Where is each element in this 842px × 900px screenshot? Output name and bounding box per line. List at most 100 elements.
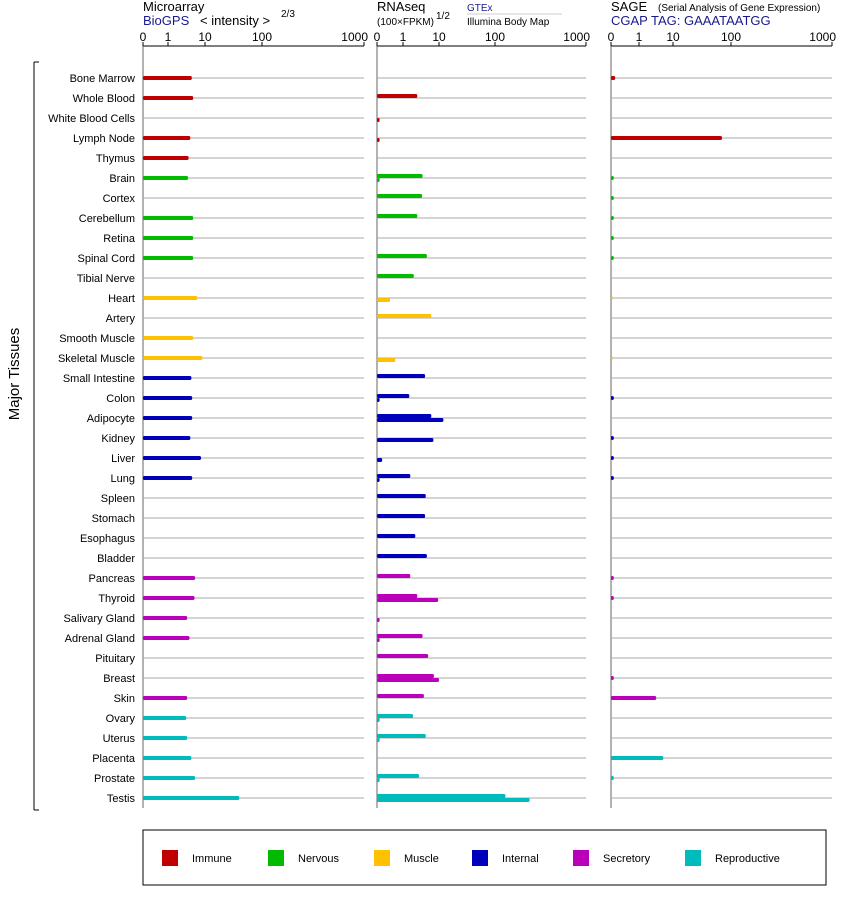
tissue-label: Spinal Cord (78, 253, 135, 265)
bar-microarray (143, 296, 198, 300)
scale-exponent: 2/3 (281, 9, 295, 20)
tissue-label: Skin (114, 693, 135, 705)
bar-microarray (143, 756, 192, 760)
bar-sage (611, 756, 664, 760)
tissue-label: Placenta (92, 753, 136, 765)
tissue-label: Artery (106, 313, 136, 325)
source-illumina: Illumina Body Map (467, 17, 550, 28)
tissue-label: Small Intestine (63, 373, 135, 385)
tissue-label: Smooth Muscle (59, 333, 135, 345)
tissue-label: Bladder (97, 553, 135, 565)
bar-microarray (143, 156, 189, 160)
bar-rnaseq-gtex (377, 374, 426, 378)
tissue-label: Stomach (92, 513, 135, 525)
tissue-label: Pituitary (95, 653, 135, 665)
bar-rnaseq-illumina (377, 298, 390, 302)
bar-microarray (143, 716, 187, 720)
bar-rnaseq-illumina (377, 778, 380, 782)
bar-rnaseq-gtex (377, 654, 429, 658)
bar-sage (611, 776, 614, 780)
y-axis-bracket (33, 61, 39, 811)
bar-rnaseq-gtex (377, 414, 432, 418)
bar-microarray (143, 636, 190, 640)
bar-rnaseq-gtex (377, 794, 506, 798)
tissue-label: Lymph Node (73, 133, 135, 145)
bar-rnaseq-gtex (377, 254, 427, 258)
bar-rnaseq-illumina (377, 678, 439, 682)
tissue-label: Pancreas (89, 573, 136, 585)
bar-rnaseq-gtex (377, 394, 410, 398)
panel-header-rnaseq: RNAseq (100×FPKM) 1/2 GTEx Illumina Body… (377, 0, 562, 28)
bar-rnaseq-gtex (377, 474, 411, 478)
y-axis-label: Major Tissues (6, 328, 23, 421)
bar-rnaseq-gtex (377, 314, 432, 318)
tick-label: 10 (198, 30, 212, 44)
bar-rnaseq-illumina (377, 118, 380, 122)
tick-label: 0 (374, 30, 381, 44)
tissue-label: Tibial Nerve (77, 273, 135, 285)
bar-rnaseq-gtex (377, 694, 424, 698)
legend-label: Muscle (404, 853, 439, 865)
bar-rnaseq-gtex (377, 194, 423, 198)
tissue-label: Adrenal Gland (65, 633, 135, 645)
bar-microarray (143, 76, 192, 80)
legend-swatch (472, 850, 488, 866)
bar-sage (611, 576, 614, 580)
bar-microarray (143, 576, 196, 580)
bar-sage (611, 296, 613, 300)
bar-microarray (143, 696, 188, 700)
bar-sage (611, 196, 614, 200)
bar-rnaseq-gtex (377, 214, 418, 218)
scale-exponent: 1/2 (436, 11, 450, 22)
bar-rnaseq-gtex (377, 714, 413, 718)
bar-sage (611, 396, 614, 400)
bar-rnaseq-gtex (377, 174, 423, 178)
bar-rnaseq-illumina (377, 738, 380, 742)
bar-microarray (143, 136, 191, 140)
bar-rnaseq-illumina (377, 478, 380, 482)
legend-swatch (268, 850, 284, 866)
panel-title-note: (Serial Analysis of Gene Expression) (658, 3, 820, 14)
bar-rnaseq-gtex (377, 774, 420, 778)
tissue-label: Cerebellum (79, 213, 135, 225)
legend-label: Reproductive (715, 853, 780, 865)
panel-subtitle: BioGPS (143, 13, 190, 28)
panel-title: SAGE (611, 0, 647, 14)
bar-microarray (143, 216, 194, 220)
tick-label: 0 (608, 30, 615, 44)
panel-title: RNAseq (377, 0, 425, 14)
bar-rnaseq-illumina (377, 398, 380, 402)
bar-rnaseq-illumina (377, 638, 380, 642)
bar-microarray (143, 236, 194, 240)
bar-rnaseq-illumina (377, 358, 396, 362)
tissue-label: White Blood Cells (48, 113, 135, 125)
bar-rnaseq-illumina (377, 178, 380, 182)
tick-label: 10 (666, 30, 680, 44)
bar-microarray (143, 736, 188, 740)
tick-label: 0 (140, 30, 147, 44)
scale-note: (100×FPKM) (377, 17, 434, 28)
bar-rnaseq-gtex (377, 554, 427, 558)
bar-rnaseq-gtex (377, 94, 418, 98)
tissue-label: Cortex (103, 193, 136, 205)
legend-label: Immune (192, 853, 232, 865)
bar-microarray (143, 476, 193, 480)
bar-microarray (143, 436, 191, 440)
tick-label: 100 (485, 30, 505, 44)
legend-label: Internal (502, 853, 539, 865)
bar-rnaseq-illumina (377, 718, 380, 722)
tissue-label: Whole Blood (73, 93, 135, 105)
bar-sage (611, 216, 614, 220)
bar-sage (611, 596, 614, 600)
bar-rnaseq-gtex (377, 494, 426, 498)
tissue-label: Adipocyte (87, 413, 135, 425)
tick-label: 100 (721, 30, 741, 44)
tissue-label: Salivary Gland (63, 613, 135, 625)
bar-sage (611, 136, 722, 140)
bar-microarray (143, 356, 203, 360)
tissue-label: Breast (103, 673, 135, 685)
bar-sage (611, 456, 614, 460)
tick-label: 1000 (341, 30, 368, 44)
bar-rnaseq-gtex (377, 634, 423, 638)
